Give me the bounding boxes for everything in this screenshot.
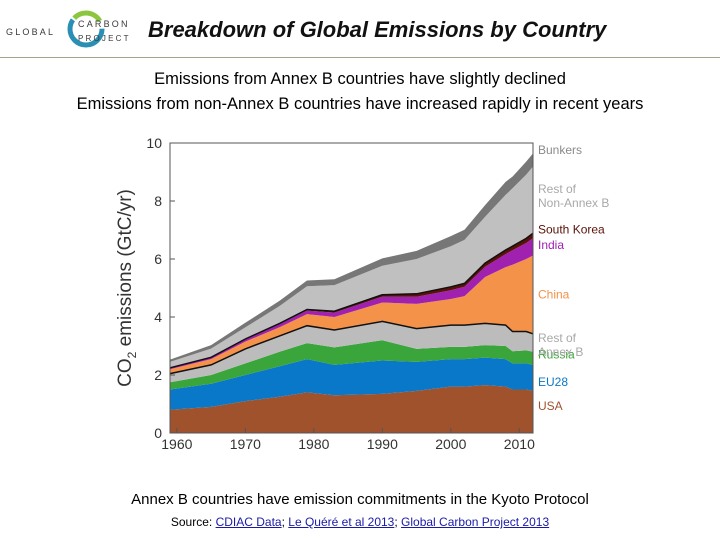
global-carbon-project-logo: GLOBAL CARBON PROJECT xyxy=(6,8,136,50)
plot-frame xyxy=(169,142,534,434)
series-label-india: India xyxy=(538,238,564,252)
x-tick-label: 2000 xyxy=(435,436,466,452)
header-divider xyxy=(0,57,720,58)
x-tick-label: 1980 xyxy=(298,436,329,452)
series-label-south-korea: South Korea xyxy=(538,223,605,237)
series-label-russia: Russia xyxy=(538,347,575,361)
header: GLOBAL CARBON PROJECT Breakdown of Globa… xyxy=(0,0,720,58)
y-tick-label: 2 xyxy=(154,367,162,383)
x-tick-label: 1990 xyxy=(367,436,398,452)
axes-group: 0 2 4 6 8 10 1960 1970 1980 1990 2000 2010 CO2 emiss… xyxy=(115,135,535,452)
page-title: Breakdown of Global Emissions by Country xyxy=(148,17,607,42)
y-tick-label: 10 xyxy=(146,135,162,151)
subtitle-line-1: Emissions from Annex B countries have sl… xyxy=(154,70,566,88)
y-tick-label: 0 xyxy=(154,425,162,441)
area-usa xyxy=(170,385,533,433)
area-china xyxy=(170,255,533,374)
source-prefix: Source: xyxy=(170,515,216,529)
x-tick-label: 2010 xyxy=(504,436,535,452)
area-rest-of-non-annex-b xyxy=(170,166,533,368)
boundary-line-south-korea xyxy=(169,232,534,369)
logo-word-project: PROJECT xyxy=(78,34,131,43)
series-label-rest-of-annex-b: Rest of Annex B xyxy=(538,331,583,359)
y-axis-label: CO2 emissions (GtC/yr) xyxy=(115,189,139,387)
y-tick-label: 6 xyxy=(154,251,162,267)
area-series-group xyxy=(169,153,534,433)
series-label-china: China xyxy=(538,288,570,302)
source-link-lequere[interactable]: Le Quéré et al 2013 xyxy=(288,515,395,529)
area-eu28 xyxy=(170,357,533,410)
source-separator: ; xyxy=(394,515,402,529)
source-line: Source: CDIAC Data; Le Quéré et al 2013;… xyxy=(0,515,720,529)
subtitle-line-2: Emissions from non-Annex B countries hav… xyxy=(76,95,644,113)
emissions-stacked-area-chart: 0 2 4 6 8 10 1960 1970 1980 1990 2000 2010 CO2 emiss… xyxy=(115,135,609,452)
y-tick-label: 8 xyxy=(154,193,162,209)
boundary-line-rest-of-annex-b xyxy=(169,320,534,375)
series-label-bunkers: Bunkers xyxy=(538,143,582,157)
x-tick-label: 1970 xyxy=(230,436,261,452)
y-tick-label: 4 xyxy=(154,309,162,325)
kyoto-footnote: Annex B countries have emission commitme… xyxy=(131,491,589,508)
area-rest-of-annex-b xyxy=(170,321,533,383)
source-separator: ; xyxy=(281,515,289,529)
series-label-eu28: EU28 xyxy=(538,375,568,389)
logo-ring-icon xyxy=(67,10,105,48)
source-link-cdiac[interactable]: CDIAC Data xyxy=(215,515,282,529)
logo-word-carbon: CARBON xyxy=(78,19,130,29)
x-tick-label: 1960 xyxy=(161,436,192,452)
series-label-usa: USA xyxy=(538,399,563,413)
series-label-rest-of-non-annex-b: Rest of Non-Annex B xyxy=(538,182,609,210)
source-link-gcp[interactable]: Global Carbon Project 2013 xyxy=(401,515,550,529)
logo-word-global: GLOBAL xyxy=(6,27,56,37)
area-russia xyxy=(170,340,533,390)
